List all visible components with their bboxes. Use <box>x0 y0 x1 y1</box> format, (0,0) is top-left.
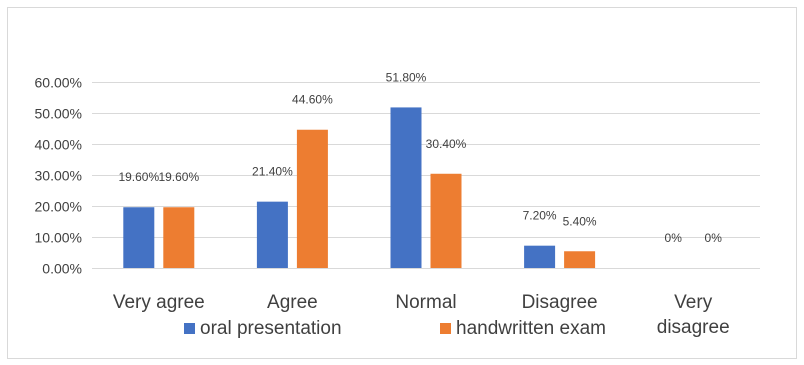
x-tick-label: Agree <box>267 292 318 313</box>
data-labels: 19.60% 19.60% 21.40% 44.60% 51.80% 30.40% 7.20… <box>118 70 722 245</box>
legend-swatch <box>440 323 451 334</box>
x-axis-ticks: Very agree Agree Normal Disagree Very disagre… <box>113 292 730 338</box>
legend-label: oral presentation <box>200 318 342 339</box>
y-tick-label: 0.00% <box>42 261 82 277</box>
legend-swatch <box>184 323 195 334</box>
legend-label: handwritten exam <box>456 318 606 339</box>
bar <box>296 129 328 268</box>
chart-frame <box>7 7 797 359</box>
y-tick-label: 10.00% <box>35 230 82 246</box>
bar <box>256 201 288 268</box>
data-label: 5.40% <box>563 214 597 228</box>
bar <box>390 107 422 268</box>
data-label: 19.60% <box>158 170 199 184</box>
data-label: 21.40% <box>252 165 293 179</box>
data-label: 51.80% <box>386 70 427 84</box>
y-tick-label: 20.00% <box>35 199 82 215</box>
data-label: 0% <box>705 231 723 245</box>
bars <box>123 107 596 268</box>
y-tick-label: 50.00% <box>35 106 82 122</box>
y-axis-ticks: 0.00% 10.00% 20.00% 30.00% 40.00% 50.00% 60.00… <box>35 75 82 277</box>
data-label: 0% <box>665 231 683 245</box>
y-tick-label: 60.00% <box>35 75 82 91</box>
bar <box>123 207 155 268</box>
legend: oral presentation handwritten exam <box>184 318 606 339</box>
data-label: 7.20% <box>523 209 557 223</box>
bar <box>564 251 596 268</box>
y-tick-label: 40.00% <box>35 137 82 153</box>
bar <box>430 173 462 268</box>
y-tick-label: 30.00% <box>35 168 82 184</box>
x-tick-label: Normal <box>395 292 456 313</box>
x-tick-label: Very agree <box>113 292 205 313</box>
data-label: 19.60% <box>118 170 159 184</box>
gridlines <box>92 82 760 269</box>
x-tick-label: disagree <box>657 317 730 338</box>
x-tick-label: Very <box>674 292 713 313</box>
data-label: 30.40% <box>426 137 467 151</box>
data-label: 44.60% <box>292 93 333 107</box>
bar <box>524 245 556 268</box>
x-tick-label: Disagree <box>522 292 598 313</box>
bar <box>163 207 195 268</box>
